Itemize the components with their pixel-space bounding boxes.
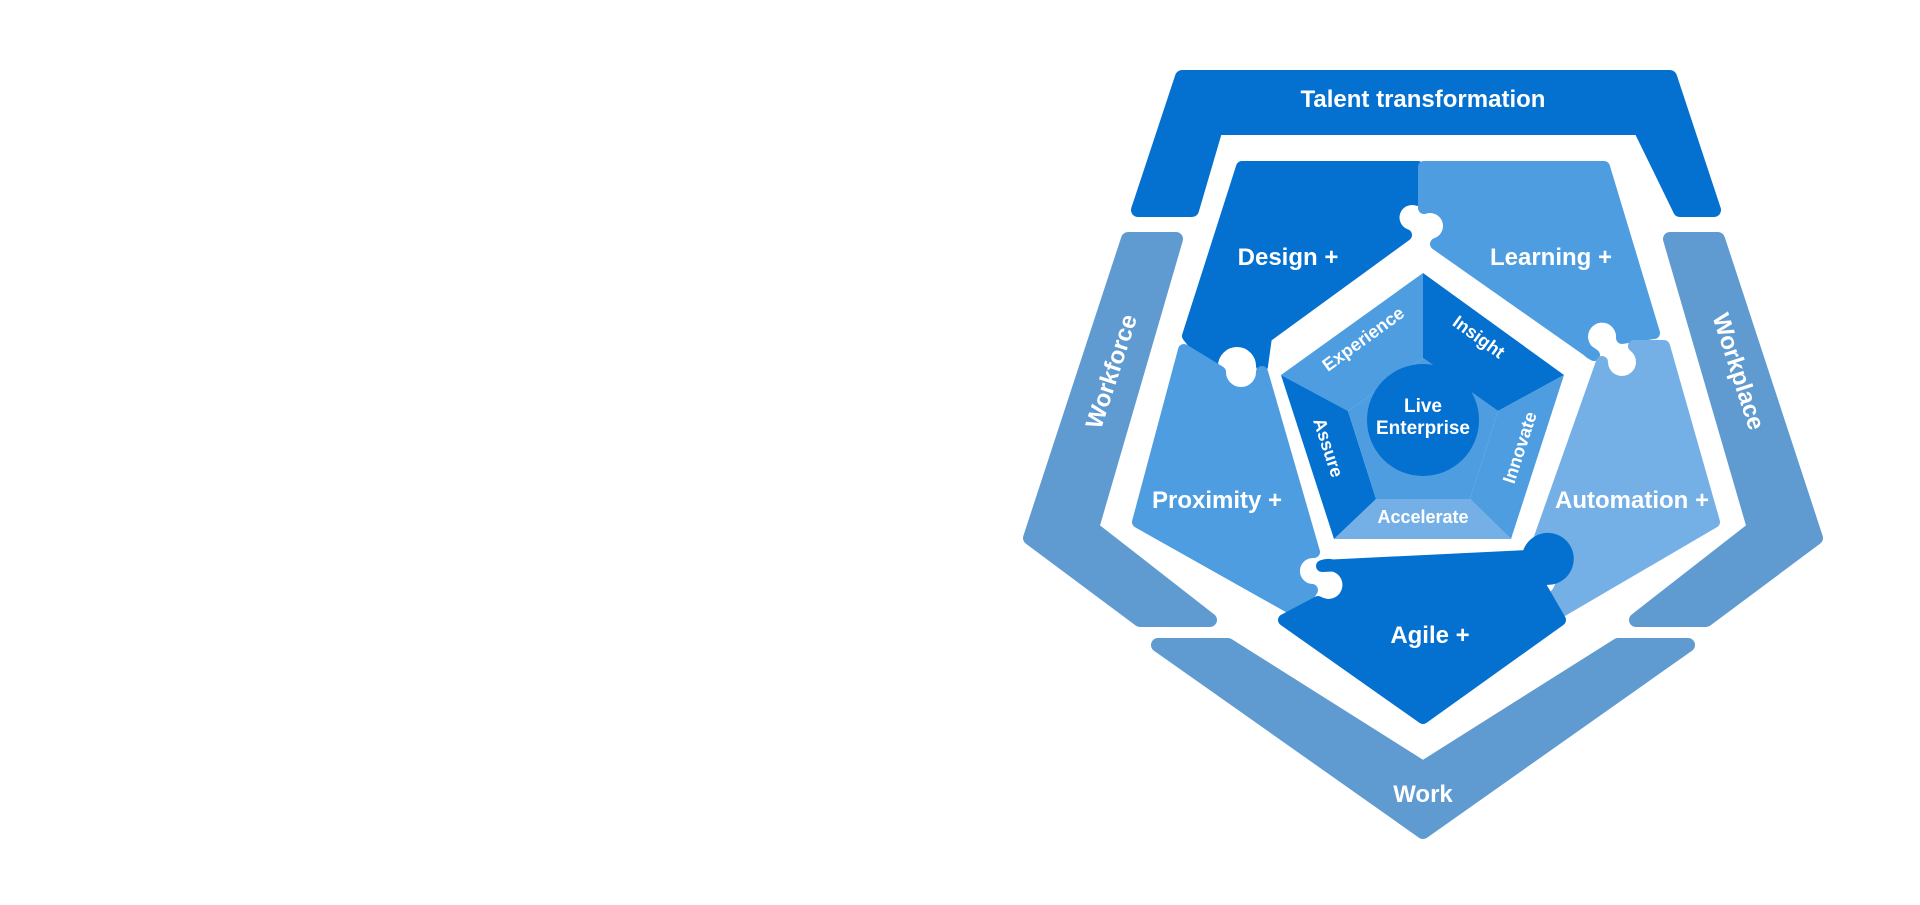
piece-learning: [1418, 161, 1660, 361]
inner-seg-experience: [1281, 273, 1423, 411]
label-accelerate: Accelerate: [1377, 507, 1468, 527]
outer-segment-top: [1131, 70, 1721, 217]
label-core-live: Live: [1404, 396, 1442, 417]
core-circle: [1367, 364, 1479, 476]
label-talent-transformation: Talent transformation: [1301, 86, 1546, 113]
piece-proximity: [1132, 344, 1320, 618]
label-agile: Agile +: [1390, 622, 1469, 649]
label-design: Design +: [1238, 244, 1339, 271]
label-learning: Learning +: [1490, 244, 1612, 271]
outer-segment-bottom: [1151, 638, 1695, 839]
inner-seg-accelerate: [1334, 499, 1511, 539]
outer-segment-left: [1023, 232, 1217, 627]
label-automation: Automation +: [1555, 487, 1709, 514]
label-proximity: Proximity +: [1152, 487, 1282, 514]
inner-seg-assure: [1281, 375, 1376, 539]
label-core-enterprise: Enterprise: [1376, 418, 1470, 439]
outer-segment-right: [1629, 232, 1823, 627]
piece-agile: [1278, 532, 1574, 724]
label-work: Work: [1393, 781, 1453, 808]
inner-seg-innovate: [1470, 375, 1564, 539]
